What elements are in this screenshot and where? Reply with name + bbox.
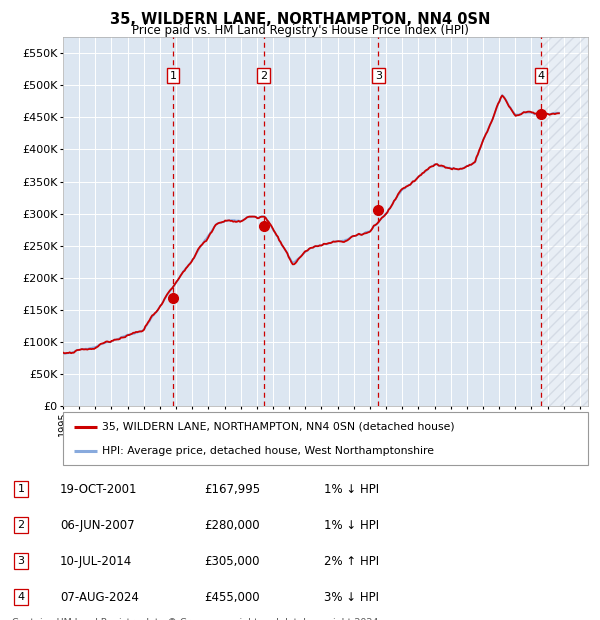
- Text: 07-AUG-2024: 07-AUG-2024: [60, 591, 139, 603]
- Text: £280,000: £280,000: [204, 519, 260, 531]
- Text: 1: 1: [169, 71, 176, 81]
- Text: 3% ↓ HPI: 3% ↓ HPI: [324, 591, 379, 603]
- Text: 3: 3: [17, 556, 25, 566]
- Text: £455,000: £455,000: [204, 591, 260, 603]
- Text: Contains HM Land Registry data © Crown copyright and database right 2024.: Contains HM Land Registry data © Crown c…: [12, 618, 382, 620]
- Text: £167,995: £167,995: [204, 483, 260, 495]
- Text: 2: 2: [17, 520, 25, 530]
- Bar: [541, 37, 588, 406]
- Text: 1: 1: [17, 484, 25, 494]
- Text: 35, WILDERN LANE, NORTHAMPTON, NN4 0SN: 35, WILDERN LANE, NORTHAMPTON, NN4 0SN: [110, 12, 490, 27]
- Text: 06-JUN-2007: 06-JUN-2007: [60, 519, 134, 531]
- Text: 2: 2: [260, 71, 268, 81]
- Text: 35, WILDERN LANE, NORTHAMPTON, NN4 0SN (detached house): 35, WILDERN LANE, NORTHAMPTON, NN4 0SN (…: [103, 422, 455, 432]
- Text: 19-OCT-2001: 19-OCT-2001: [60, 483, 137, 495]
- Text: 3: 3: [375, 71, 382, 81]
- Text: HPI: Average price, detached house, West Northamptonshire: HPI: Average price, detached house, West…: [103, 446, 434, 456]
- Text: 4: 4: [538, 71, 545, 81]
- Text: £305,000: £305,000: [204, 555, 260, 567]
- Text: 1% ↓ HPI: 1% ↓ HPI: [324, 483, 379, 495]
- Text: 10-JUL-2014: 10-JUL-2014: [60, 555, 132, 567]
- FancyBboxPatch shape: [63, 412, 588, 465]
- Text: Price paid vs. HM Land Registry's House Price Index (HPI): Price paid vs. HM Land Registry's House …: [131, 24, 469, 37]
- Text: 4: 4: [17, 592, 25, 602]
- Text: 1% ↓ HPI: 1% ↓ HPI: [324, 519, 379, 531]
- Text: 2% ↑ HPI: 2% ↑ HPI: [324, 555, 379, 567]
